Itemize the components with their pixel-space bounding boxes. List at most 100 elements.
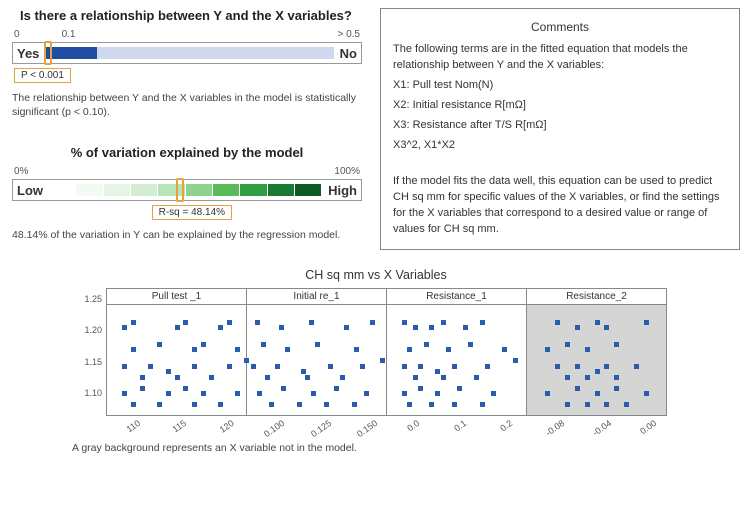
data-point: [429, 402, 434, 407]
data-point: [595, 391, 600, 396]
data-point: [122, 325, 127, 330]
variation-title: % of variation explained by the model: [12, 145, 362, 160]
data-point: [485, 364, 490, 369]
data-point: [614, 386, 619, 391]
panel-plot: [527, 305, 667, 415]
ytick-label: 1.15: [84, 357, 102, 367]
data-point: [324, 402, 329, 407]
data-point: [227, 364, 232, 369]
variation-caption: 48.14% of the variation in Y can be expl…: [12, 228, 362, 242]
data-point: [474, 375, 479, 380]
data-point: [265, 375, 270, 380]
data-point: [545, 391, 550, 396]
scatter-section: CH sq mm vs X Variables 1.251.201.151.10…: [12, 268, 740, 454]
data-point: [565, 342, 570, 347]
data-point: [157, 342, 162, 347]
xtick-group: 0.1000.1250.150: [246, 418, 386, 428]
data-point: [380, 358, 385, 363]
variation-scale: 0% 100%: [12, 166, 362, 177]
rel-scale-left: 0: [14, 29, 20, 40]
data-point: [480, 320, 485, 325]
data-point: [183, 320, 188, 325]
panel-header: Pull test _1: [107, 288, 247, 305]
data-point: [604, 325, 609, 330]
data-point: [131, 347, 136, 352]
data-point: [140, 375, 145, 380]
xtick-label: -0.04: [591, 418, 614, 438]
data-point: [565, 402, 570, 407]
data-point: [585, 375, 590, 380]
data-point: [315, 342, 320, 347]
data-point: [192, 402, 197, 407]
data-point: [227, 320, 232, 325]
data-point: [122, 364, 127, 369]
data-point: [429, 325, 434, 330]
xtick-group: 0.00.10.2: [386, 418, 526, 428]
data-point: [255, 320, 260, 325]
data-point: [614, 375, 619, 380]
data-point: [328, 364, 333, 369]
var-marker: [176, 178, 184, 202]
scatter-title: CH sq mm vs X Variables: [12, 268, 740, 282]
data-point: [131, 402, 136, 407]
data-point: [418, 386, 423, 391]
data-point: [457, 386, 462, 391]
comments-x1: X1: Pull test Nom(N): [393, 78, 727, 94]
data-point: [446, 347, 451, 352]
data-point: [413, 375, 418, 380]
data-point: [644, 320, 649, 325]
scatter-yaxis: 1.251.201.151.10: [72, 288, 106, 416]
data-point: [354, 347, 359, 352]
data-point: [644, 391, 649, 396]
data-point: [209, 375, 214, 380]
relationship-section: Is there a relationship between Y and th…: [12, 8, 362, 119]
data-point: [491, 391, 496, 396]
data-point: [463, 325, 468, 330]
var-cell: [213, 184, 240, 196]
data-point: [261, 342, 266, 347]
relationship-bar: Yes No: [12, 42, 362, 64]
var-cell: [131, 184, 158, 196]
scatter-footer: A gray background represents an X variab…: [12, 442, 740, 454]
data-point: [595, 369, 600, 374]
var-cell: [295, 184, 322, 196]
xtick-label: 0.100: [262, 418, 286, 439]
data-point: [452, 364, 457, 369]
data-point: [166, 369, 171, 374]
data-point: [413, 325, 418, 330]
scatter-panel: Initial re_1: [247, 288, 387, 415]
data-point: [192, 364, 197, 369]
xtick-label: -0.08: [543, 418, 566, 438]
data-point: [402, 320, 407, 325]
data-point: [502, 347, 507, 352]
data-point: [402, 364, 407, 369]
data-point: [604, 402, 609, 407]
data-point: [192, 347, 197, 352]
rel-scale-right: > 0.5: [337, 29, 360, 40]
data-point: [157, 402, 162, 407]
data-point: [360, 364, 365, 369]
data-point: [441, 375, 446, 380]
comments-x2: X2: Initial resistance R[mΩ]: [393, 98, 727, 114]
rel-track: [45, 47, 333, 59]
var-low-label: Low: [13, 183, 47, 198]
rel-no-label: No: [336, 46, 361, 61]
data-point: [183, 386, 188, 391]
data-point: [235, 347, 240, 352]
data-point: [604, 364, 609, 369]
data-point: [418, 364, 423, 369]
data-point: [555, 364, 560, 369]
data-point: [344, 325, 349, 330]
relationship-caption: The relationship between Y and the X var…: [12, 91, 362, 119]
data-point: [122, 391, 127, 396]
var-cell: [104, 184, 131, 196]
data-point: [309, 320, 314, 325]
var-high-label: High: [324, 183, 361, 198]
data-point: [301, 369, 306, 374]
xtick-label: 110: [125, 418, 142, 434]
data-point: [175, 375, 180, 380]
data-point: [297, 402, 302, 407]
xtick-label: 120: [218, 418, 236, 435]
xtick-label: 0.00: [638, 418, 658, 436]
panel-header: Resistance_1: [387, 288, 527, 305]
